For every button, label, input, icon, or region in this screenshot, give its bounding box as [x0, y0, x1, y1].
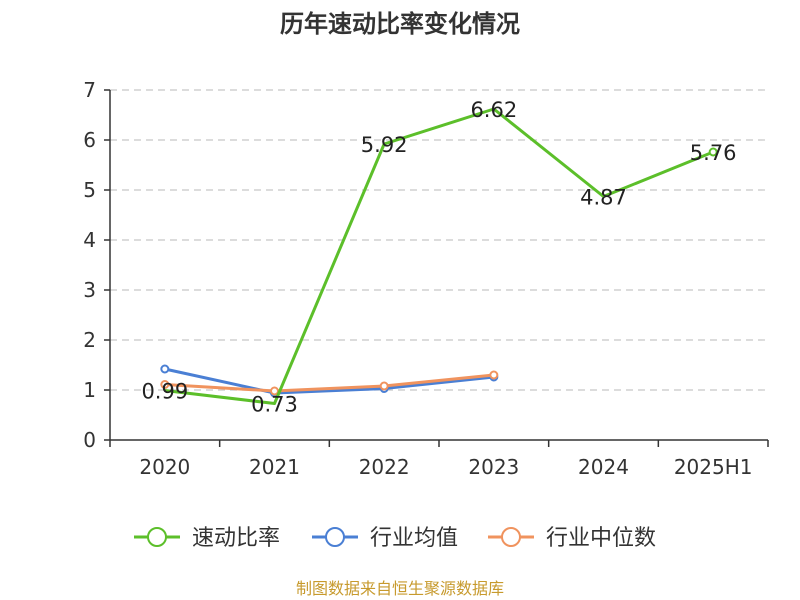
series-2-point-3 — [489, 370, 499, 380]
data-label-0: 0.99 — [141, 380, 188, 404]
legend-item-2[interactable]: 行业中位数 — [488, 526, 656, 551]
data-label-3: 6.62 — [470, 98, 517, 122]
legend-label-1: 行业均值 — [370, 526, 458, 551]
y-tick-label-6: 6 — [83, 128, 96, 152]
legend[interactable]: 速动比率 行业均值 行业中位数 — [134, 526, 656, 551]
x-tick-label-2020: 2020 — [139, 455, 190, 479]
legend-item-1[interactable]: 行业均值 — [312, 526, 458, 551]
series-line-0 — [164, 107, 714, 405]
y-tick-label-1: 1 — [83, 378, 96, 402]
series-2-point-1 — [270, 386, 279, 396]
data-label-1: 0.73 — [251, 393, 298, 417]
legend-marker-0 — [147, 527, 167, 547]
series-line-2 — [164, 373, 494, 393]
y-tick-label-0: 0 — [83, 428, 96, 452]
series-2-point-2 — [379, 381, 389, 391]
series-line-1 — [164, 367, 494, 395]
data-label-5: 5.76 — [690, 141, 737, 165]
x-tick-label-2024: 2024 — [578, 455, 629, 479]
series-2-point-0 — [160, 380, 170, 389]
grid — [110, 89, 768, 391]
source-note: 制图数据来自恒生聚源数据库 — [296, 579, 504, 598]
axes: 0 1 2 3 4 5 6 7 2020 2021 2022 2023 2024 2025H1 — [83, 78, 769, 479]
x-tick-label-2025H1: 2025H1 — [674, 455, 753, 479]
x-tick-label-2023: 2023 — [468, 455, 519, 479]
legend-marker-1 — [325, 527, 345, 547]
series-1-point-0 — [160, 364, 170, 374]
series-0-point-5 — [708, 147, 718, 157]
legend-label-0: 速动比率 — [192, 526, 280, 551]
y-tick-label-5: 5 — [83, 178, 96, 202]
y-tick-label-7: 7 — [83, 78, 96, 102]
y-tick-label-3: 3 — [83, 278, 96, 302]
legend-label-2: 行业中位数 — [546, 526, 656, 551]
y-tick-label-4: 4 — [83, 228, 96, 252]
chart-title: 历年速动比率变化情况 — [280, 10, 520, 38]
data-label-2: 5.92 — [361, 133, 408, 157]
data-label-4: 4.87 — [580, 186, 627, 210]
x-tick-label-2021: 2021 — [249, 455, 300, 479]
x-tick-label-2022: 2022 — [359, 455, 410, 479]
legend-item-0[interactable]: 速动比率 — [134, 526, 280, 551]
series-layer: 0.99 0.73 5.92 6.62 4.87 5.76 — [141, 98, 736, 417]
legend-marker-2 — [501, 527, 521, 547]
y-tick-label-2: 2 — [83, 328, 96, 352]
